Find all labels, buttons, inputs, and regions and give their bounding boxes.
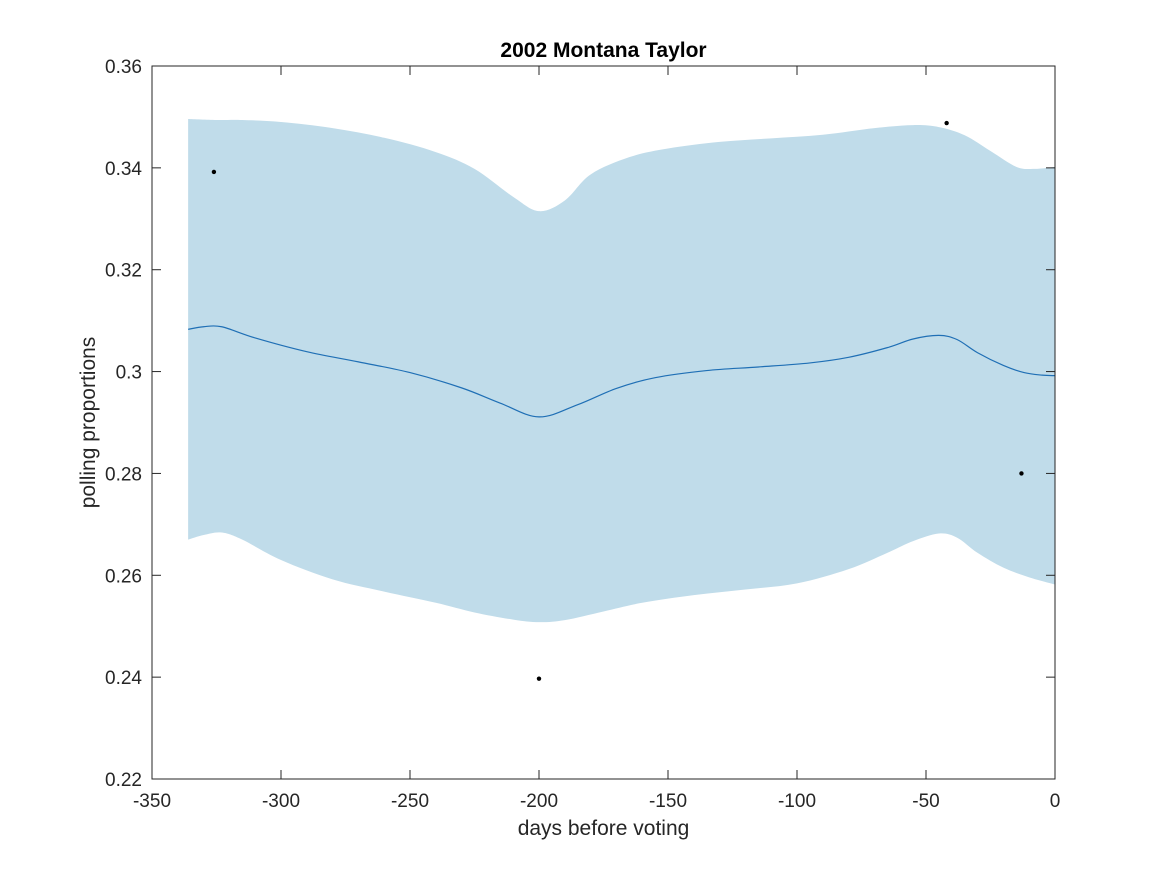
plot-area (188, 118, 1056, 681)
x-tick-label: -100 (778, 791, 816, 812)
axes-box (151, 65, 1056, 780)
confidence-band (188, 118, 1055, 623)
x-axis-label: days before voting (518, 817, 690, 840)
x-tick-label: -250 (391, 791, 429, 812)
x-tick-label: -200 (520, 791, 558, 812)
y-tick-label: 0.26 (105, 566, 142, 587)
poll-point (536, 676, 542, 681)
y-tick-label: 0.3 (116, 363, 142, 384)
y-tick-label: 0.22 (105, 770, 142, 791)
poll-point (944, 120, 949, 126)
poll-point (1019, 471, 1024, 476)
y-tick-label: 0.32 (105, 261, 142, 282)
x-tick-label: -50 (912, 791, 939, 812)
poll-point (211, 169, 217, 175)
y-tick-label: 0.34 (105, 159, 142, 180)
y-tick-label: 0.28 (105, 464, 142, 485)
x-tick-label: -300 (262, 791, 300, 812)
x-tick-label: 0 (1050, 791, 1061, 812)
x-tick-label: -350 (133, 791, 171, 812)
mean-line (188, 325, 1056, 418)
x-tick-label: -150 (649, 791, 687, 812)
y-tick-label: 0.36 (105, 57, 142, 78)
y-axis-label: polling proportions (77, 337, 100, 509)
y-tick-label: 0.24 (105, 668, 142, 689)
x-axis: -350 -300 -250 -200 -150 -100 -50 0 (133, 66, 1060, 812)
y-axis: 0.22 0.24 0.26 0.28 0.3 0.32 0.34 0.36 (105, 57, 1055, 791)
poll-points (211, 120, 1024, 681)
chart-title: 2002 Montana Taylor (500, 39, 706, 62)
